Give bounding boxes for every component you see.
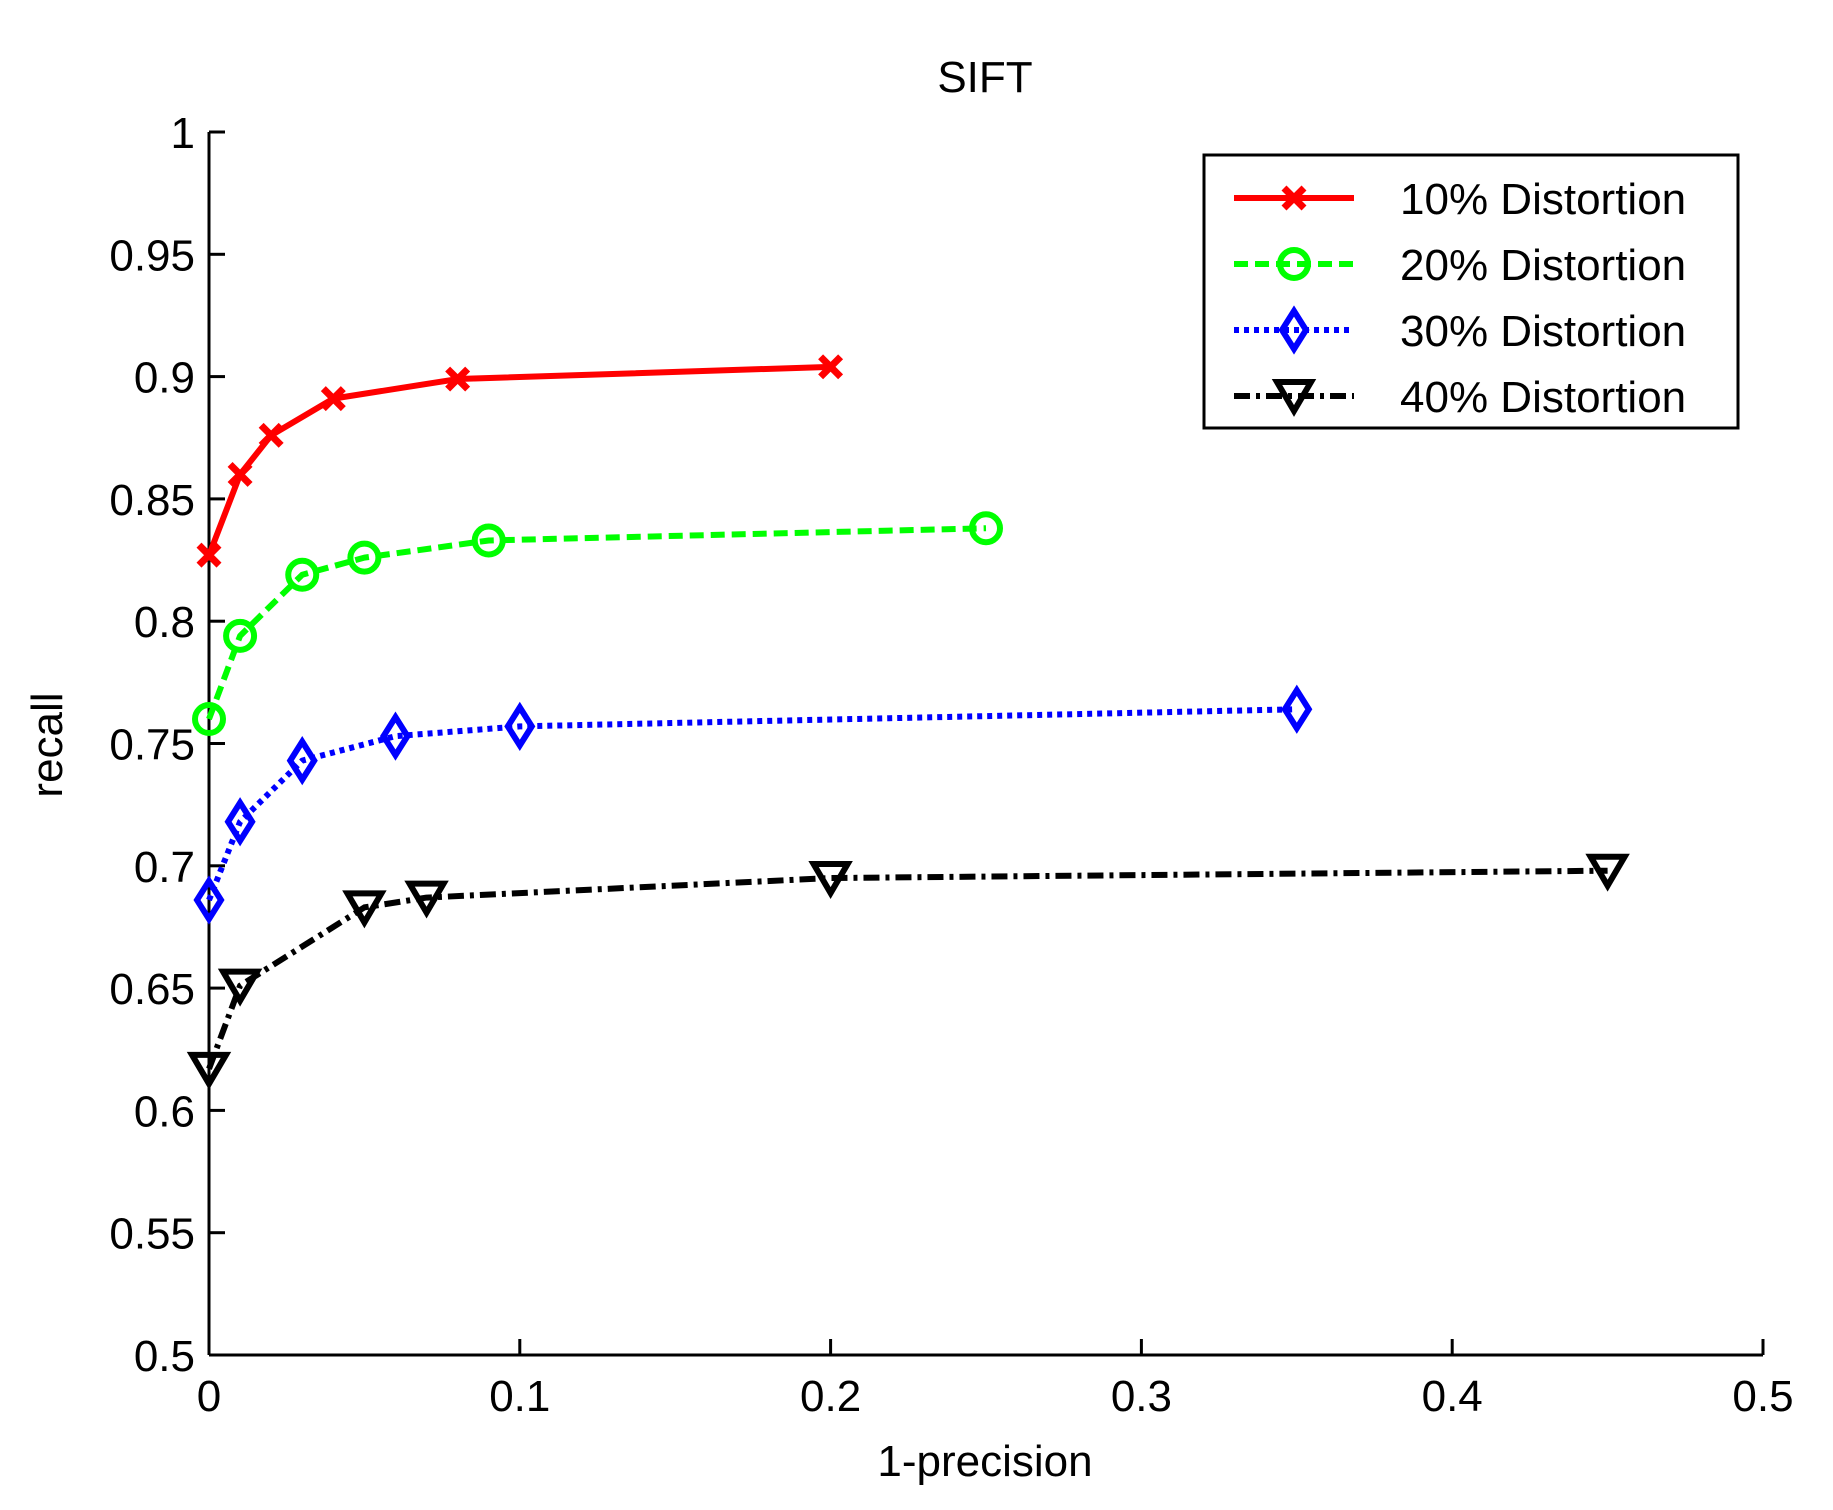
x-tick-label: 0.2 xyxy=(800,1372,861,1421)
legend-entry: 10% Distortion xyxy=(1234,175,1686,224)
data-point xyxy=(445,366,471,392)
data-point xyxy=(347,540,382,575)
data-point xyxy=(192,702,226,737)
series-3 xyxy=(193,684,1313,925)
x-tick-label: 0.4 xyxy=(1422,1372,1483,1421)
y-tick-label: 0.5 xyxy=(134,1332,195,1381)
x-tick-label: 0.3 xyxy=(1111,1372,1172,1421)
legend-label: 20% Distortion xyxy=(1400,241,1686,290)
data-point xyxy=(196,542,222,568)
y-tick-label: 0.9 xyxy=(134,354,195,403)
data-point xyxy=(285,557,320,592)
data-point xyxy=(969,511,1003,546)
x-axis-label: 1-precision xyxy=(877,1437,1092,1486)
data-point xyxy=(227,461,253,487)
data-point xyxy=(193,875,225,925)
data-point xyxy=(224,797,256,847)
axes: 0.5 0.55 0.6 0.65 0.7 0.75 0.8 0.85 0.9 0.95 1 0 0.1… xyxy=(109,109,1793,1421)
data-point xyxy=(217,968,263,1007)
data-point xyxy=(504,701,536,751)
series-4 xyxy=(186,853,1630,1090)
data-point xyxy=(186,1051,232,1090)
data-point xyxy=(320,386,346,412)
series-line xyxy=(206,363,831,557)
y-tick-label: 0.6 xyxy=(134,1087,195,1136)
data-point xyxy=(404,880,449,919)
data-point xyxy=(286,736,318,786)
data-point xyxy=(471,523,506,558)
y-tick-label: 0.55 xyxy=(109,1210,195,1259)
data-point xyxy=(342,890,387,929)
y-tick-label: 0.75 xyxy=(109,721,195,770)
legend-label: 30% Distortion xyxy=(1400,307,1686,356)
legend-marker xyxy=(1278,305,1310,355)
data-point xyxy=(258,422,284,448)
data-point xyxy=(1281,684,1313,734)
legend-marker xyxy=(1281,185,1307,211)
legend-entry: 30% Distortion xyxy=(1234,305,1686,356)
series-2 xyxy=(192,511,1003,737)
y-tick-label: 0.65 xyxy=(109,965,195,1014)
legend-marker xyxy=(1271,379,1317,417)
y-tick-label: 0.85 xyxy=(109,476,195,525)
series-line xyxy=(206,867,1608,1070)
y-axis-label: recall xyxy=(23,692,72,797)
data-point xyxy=(379,711,412,761)
y-tick-label: 0.8 xyxy=(134,598,195,647)
data-point xyxy=(1585,853,1630,892)
y-tick-label: 1 xyxy=(171,109,195,158)
plot-series xyxy=(186,354,1630,1090)
legend-label: 10% Distortion xyxy=(1400,175,1686,224)
data-point xyxy=(818,354,844,380)
series-1 xyxy=(196,354,844,568)
data-point xyxy=(808,861,853,899)
chart-title: SIFT xyxy=(937,53,1032,102)
x-tick-label: 0 xyxy=(197,1372,221,1421)
legend: 10% Distortion 20% Distortion 30% Distorti… xyxy=(1202,153,1740,430)
legend-label: 40% Distortion xyxy=(1400,373,1686,422)
legend-entry: 40% Distortion xyxy=(1234,373,1686,422)
x-tick-label: 0.1 xyxy=(489,1372,550,1421)
x-tick-label: 0.5 xyxy=(1732,1372,1793,1421)
y-tick-label: 0.95 xyxy=(109,231,195,280)
legend-entry: 20% Distortion xyxy=(1234,241,1686,290)
legend-marker xyxy=(1277,247,1311,281)
y-tick-label: 0.7 xyxy=(134,843,195,892)
data-point xyxy=(223,618,258,653)
